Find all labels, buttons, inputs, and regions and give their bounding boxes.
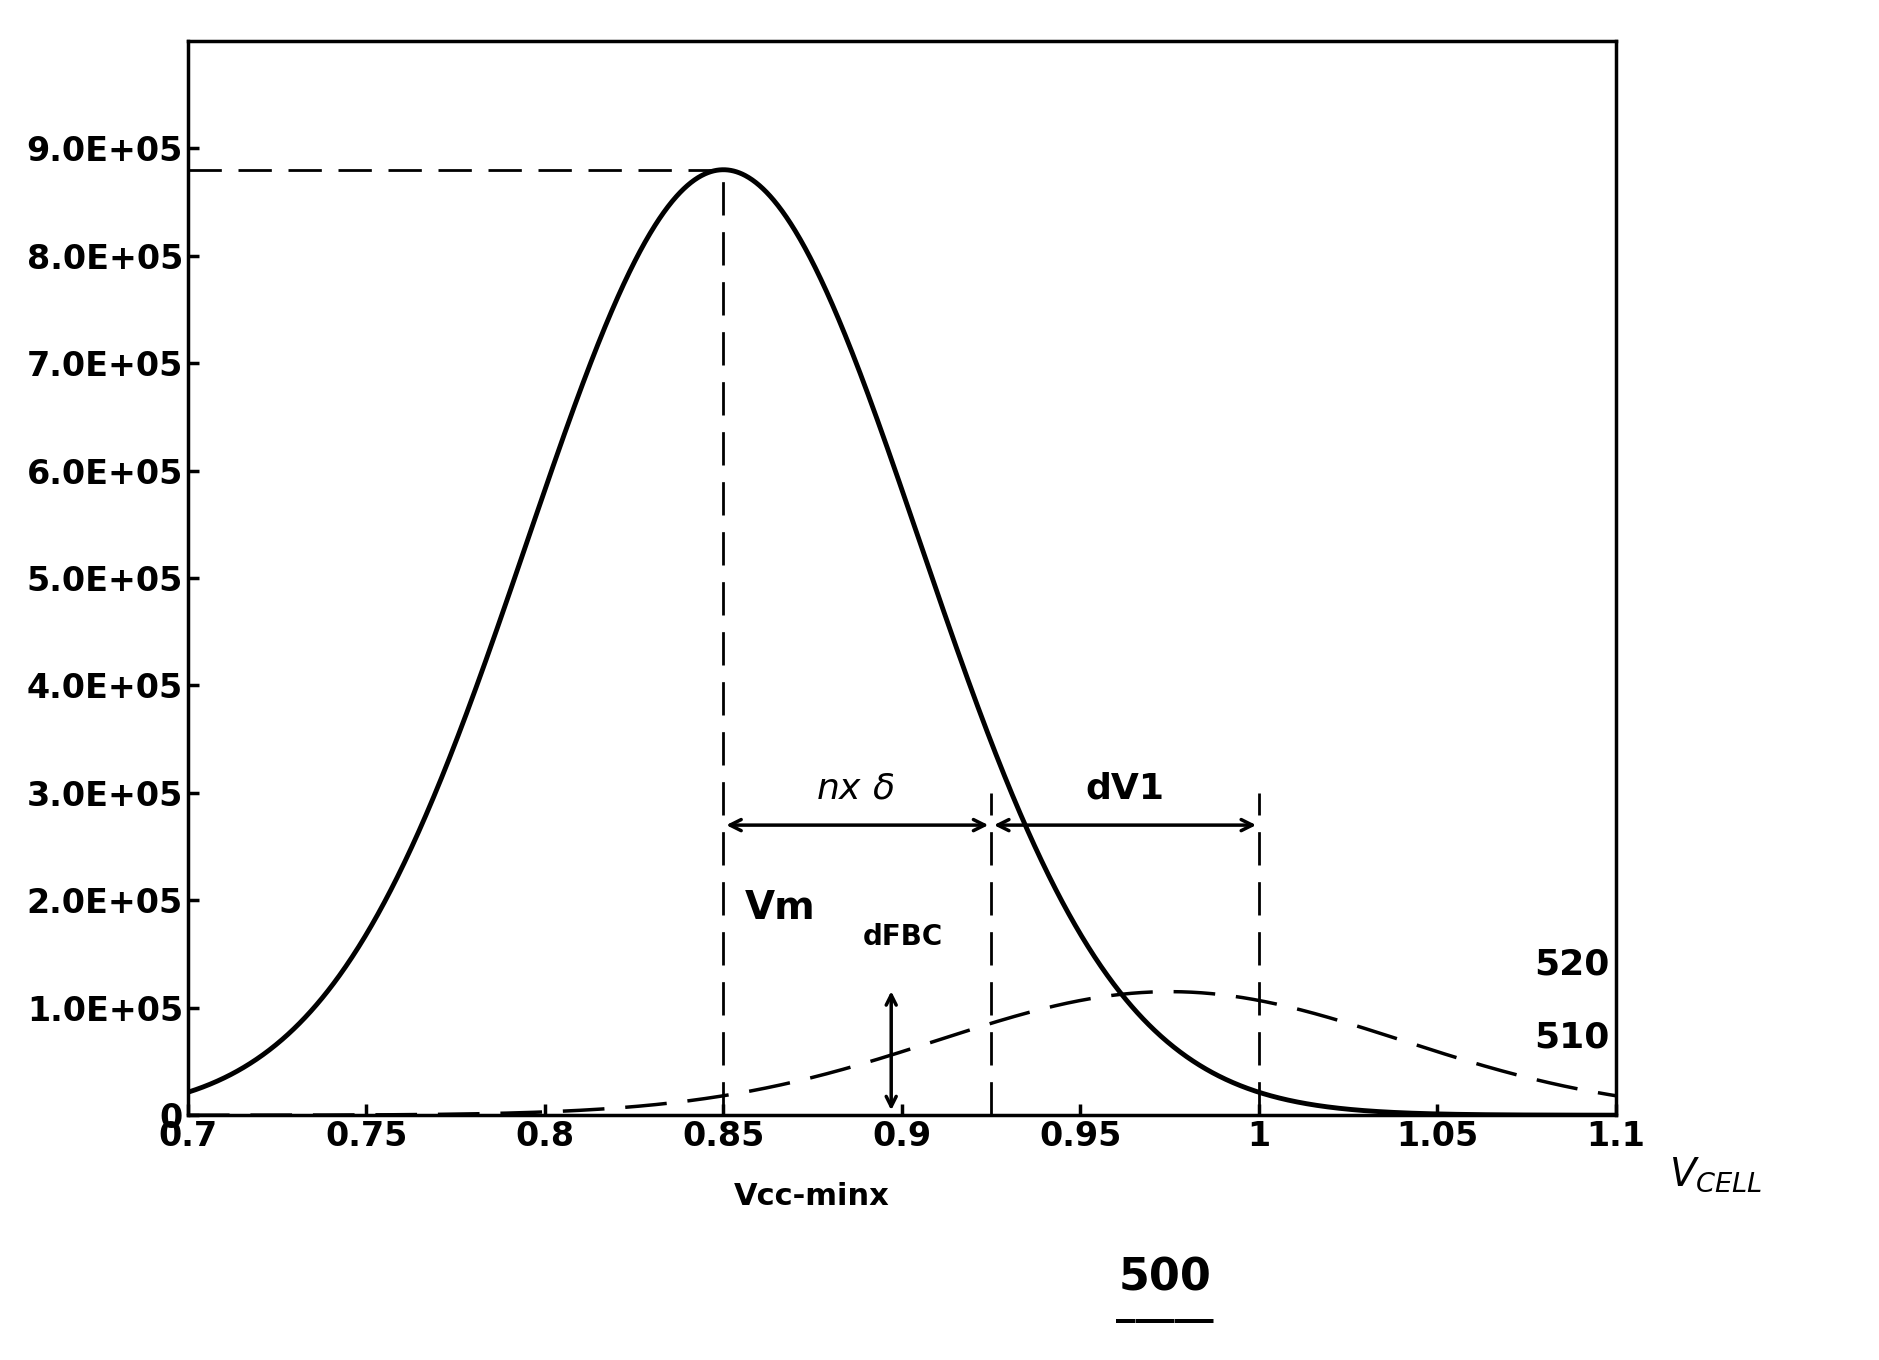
Text: Vm: Vm [744,889,815,928]
Text: 500: 500 [1118,1257,1212,1300]
Text: Vcc-minx: Vcc-minx [735,1182,891,1210]
Text: 510: 510 [1533,1021,1608,1055]
Text: $n x\ \delta$: $n x\ \delta$ [815,771,894,805]
Text: $V_{CELL}$: $V_{CELL}$ [1669,1155,1763,1194]
Text: 520: 520 [1533,948,1608,982]
Text: dV1: dV1 [1086,771,1165,805]
Text: _____: _____ [1116,1285,1214,1323]
Text: dFBC: dFBC [862,923,943,951]
